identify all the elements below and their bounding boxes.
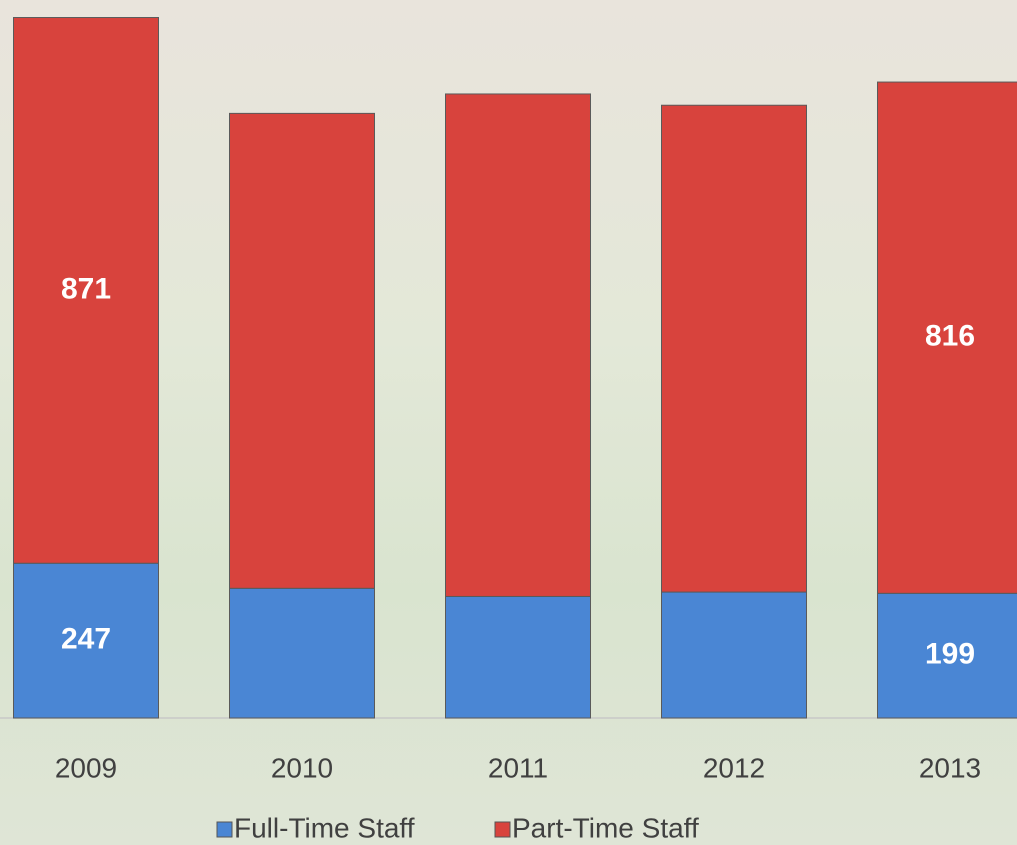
legend-label: Full-Time Staff — [234, 812, 415, 843]
bar-segment — [229, 112, 375, 589]
bar-segment — [445, 93, 591, 597]
bar-segment — [661, 591, 807, 719]
x-tick-label: 2011 — [488, 752, 548, 783]
bar-segment — [877, 592, 1017, 719]
legend-swatch — [216, 821, 233, 838]
data-label: 247 — [61, 623, 111, 656]
legend-swatch — [494, 821, 511, 838]
bar-segment — [877, 81, 1017, 594]
bar-segment — [445, 595, 591, 719]
bar-segment — [13, 17, 159, 564]
data-label: 871 — [61, 272, 111, 305]
data-label: 199 — [925, 638, 975, 671]
x-tick-label: 2010 — [271, 752, 333, 783]
bar-segment — [229, 587, 375, 719]
x-tick-label: 2012 — [703, 752, 765, 783]
bar-segment — [13, 562, 159, 719]
x-tick-label: 2009 — [55, 752, 117, 783]
legend-label: Part-Time Staff — [512, 812, 699, 843]
bar-segment — [661, 104, 807, 593]
data-label: 816 — [925, 320, 975, 353]
x-tick-label: 2013 — [919, 752, 981, 783]
